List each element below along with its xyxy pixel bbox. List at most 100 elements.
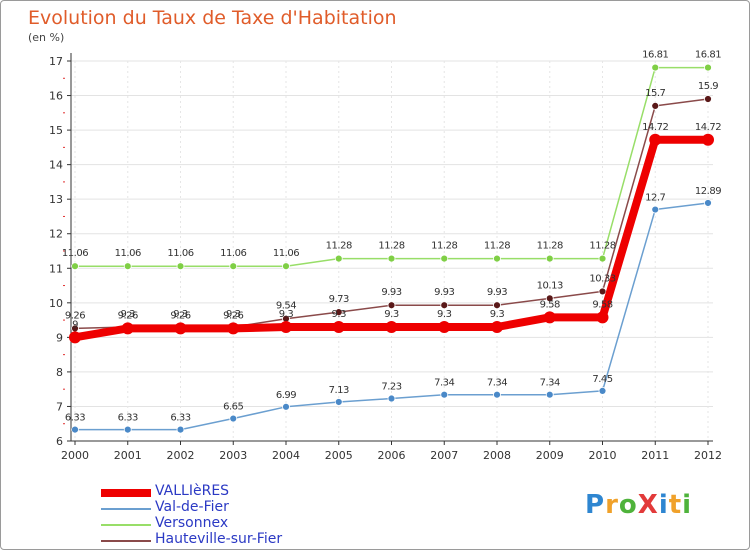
- data-label-1: 12.89: [695, 186, 721, 197]
- x-tick-label: 2005: [325, 449, 353, 462]
- y-tick-label: 12: [49, 228, 63, 241]
- data-label-2: 11.06: [62, 248, 88, 259]
- data-point-1: [123, 425, 132, 434]
- data-label-2: 11.28: [589, 241, 615, 252]
- data-label-3: 9.54: [276, 301, 296, 312]
- data-label-1: 6.65: [223, 402, 243, 413]
- legend-label: VALLIèRES: [155, 483, 230, 499]
- x-tick-label: 2002: [167, 449, 195, 462]
- y-tick-label: 8: [56, 366, 63, 379]
- data-label-0: 9.26: [118, 310, 138, 321]
- x-tick-label: 2008: [483, 449, 511, 462]
- data-point-2: [440, 254, 449, 263]
- data-label-2: 11.06: [167, 248, 193, 259]
- y-tick-label: 15: [49, 124, 63, 137]
- x-tick-label: 2006: [378, 449, 406, 462]
- data-point-1: [334, 398, 343, 406]
- data-point-0: [174, 322, 187, 335]
- data-point-0: [438, 321, 451, 333]
- logo-letter: i: [658, 490, 669, 520]
- data-point-2: [176, 262, 185, 271]
- data-label-1: 7.23: [381, 382, 401, 393]
- data-point-3: [387, 301, 396, 310]
- chart-title: Evolution du Taux de Taxe d'Habitation: [28, 7, 397, 29]
- data-label-3: 10.33: [589, 273, 615, 284]
- data-point-2: [704, 63, 712, 72]
- data-point-1: [493, 390, 501, 399]
- y-tick-label: 9: [56, 331, 63, 344]
- data-label-3: 9.26: [65, 310, 85, 321]
- data-label-3: 15.7: [645, 88, 665, 99]
- proxiti-logo: ProXiti: [585, 490, 692, 520]
- data-point-1: [71, 425, 79, 434]
- data-label-2: 11.28: [484, 241, 510, 252]
- x-tick-label: 2000: [61, 449, 89, 462]
- logo-letter: o: [618, 490, 638, 520]
- x-tick-label: 2003: [219, 449, 247, 462]
- data-label-1: 7.34: [540, 378, 560, 389]
- legend-swatch: [101, 489, 151, 497]
- legend-label: Versonnex: [155, 515, 229, 531]
- data-label-2: 11.28: [537, 241, 563, 252]
- y-tick-label: 10: [49, 297, 63, 310]
- y-tick-label: 14: [49, 159, 63, 172]
- data-label-1: 7.34: [434, 378, 454, 389]
- data-label-1: 7.34: [487, 378, 507, 389]
- data-point-1: [704, 199, 712, 207]
- data-point-1: [387, 394, 396, 403]
- data-point-0: [491, 321, 503, 333]
- data-label-3: 10.13: [537, 280, 563, 291]
- data-label-2: 11.28: [378, 241, 404, 252]
- data-point-0: [543, 311, 556, 324]
- data-point-2: [545, 254, 554, 263]
- data-point-0: [649, 133, 662, 146]
- x-tick-label: 2004: [272, 449, 300, 462]
- legend-swatch: [101, 540, 151, 542]
- data-point-3: [704, 95, 712, 103]
- data-point-1: [282, 402, 290, 411]
- logo-letter: i: [682, 490, 693, 520]
- data-label-0: 14.72: [642, 122, 668, 133]
- legend-swatch: [101, 508, 151, 510]
- data-label-2: 16.81: [642, 50, 668, 61]
- data-label-3: 9.73: [329, 294, 349, 305]
- data-point-2: [229, 262, 238, 271]
- legend-swatch: [101, 524, 151, 526]
- data-point-1: [545, 390, 554, 399]
- data-label-3: 9.93: [434, 287, 454, 298]
- data-label-0: 9.26: [170, 310, 190, 321]
- data-point-2: [387, 254, 396, 263]
- y-tick-label: 16: [49, 90, 63, 103]
- y-tick-label: 13: [49, 193, 63, 206]
- data-label-3: 9.3: [173, 309, 188, 320]
- data-point-3: [440, 301, 449, 310]
- data-label-1: 7.13: [329, 385, 349, 396]
- logo-letter: r: [605, 490, 619, 520]
- data-point-1: [440, 390, 449, 399]
- logo-letter: t: [668, 490, 683, 520]
- logo-letter: X: [637, 490, 659, 520]
- data-point-2: [282, 262, 290, 271]
- data-label-2: 11.28: [326, 241, 352, 252]
- data-label-3: 9.93: [381, 287, 401, 298]
- data-label-0: 9: [72, 319, 78, 330]
- data-label-0: 9.26: [223, 310, 243, 321]
- x-tick-label: 2001: [114, 449, 142, 462]
- data-label-1: 7.45: [592, 374, 612, 385]
- data-point-1: [229, 414, 238, 423]
- x-tick-label: 2009: [536, 449, 564, 462]
- data-point-0: [69, 331, 81, 344]
- data-point-0: [280, 321, 292, 333]
- data-label-0: 9.58: [592, 299, 612, 310]
- data-label-0: 9.3: [279, 309, 294, 320]
- x-tick-label: 2010: [589, 449, 617, 462]
- data-label-0: 9.3: [490, 309, 505, 320]
- data-point-3: [334, 308, 343, 317]
- data-label-2: 11.06: [115, 248, 141, 259]
- data-label-1: 6.33: [118, 413, 138, 424]
- data-label-2: 11.28: [431, 241, 457, 252]
- y-tick-label: 6: [56, 435, 63, 448]
- data-label-0: 9.3: [437, 309, 452, 320]
